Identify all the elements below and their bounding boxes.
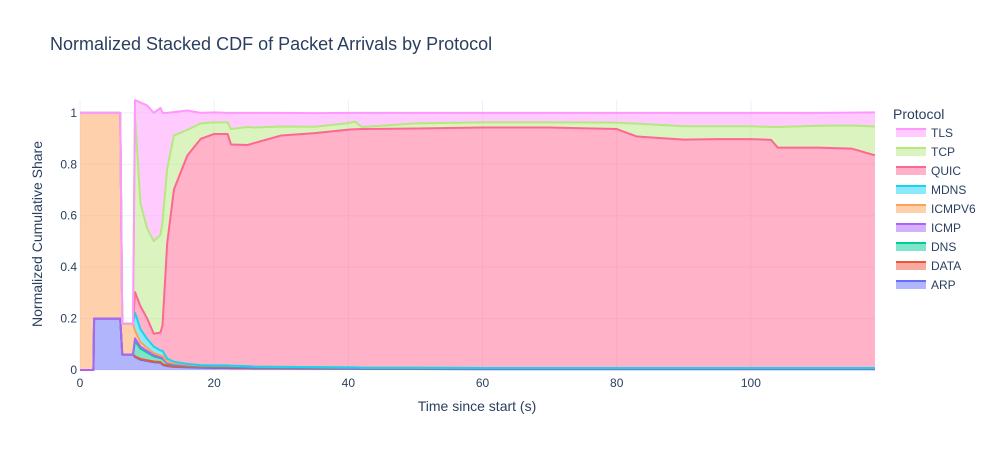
x-tick-label: 40 [342,376,356,390]
line-mdns[interactable] [80,111,875,369]
legend-item-data[interactable]: DATA [896,259,961,273]
y-axis-label: Normalized Cumulative Share [29,141,45,327]
legend-label: DATA [931,259,961,273]
legend-label: MDNS [931,183,966,197]
x-tick-label: 20 [207,376,221,390]
legend-swatch [896,167,926,175]
legend-item-tcp[interactable]: TCP [896,145,955,159]
legend-swatch [896,262,926,270]
x-tick-label: 80 [610,376,624,390]
area-tcp[interactable] [80,112,875,334]
legend-label: TCP [931,145,955,159]
y-tick-label: 0.8 [60,157,77,171]
legend-label: TLS [931,126,953,140]
legend-item-mdns[interactable]: MDNS [896,183,966,197]
legend-swatch [896,205,926,213]
line-quic[interactable] [80,111,876,335]
legend[interactable]: Protocol TLS TCP QUIC MDNS ICMPV6 ICMP DNS DATA… [893,106,976,292]
legend-item-arp[interactable]: ARP [896,278,956,292]
line-tcp[interactable] [80,111,876,325]
legend-label: DNS [931,240,956,254]
x-tick-label: 100 [741,376,761,390]
y-tick-label: 0.2 [60,312,77,326]
legend-swatch [896,224,926,232]
legend-title: Protocol [893,106,944,122]
x-tick-label: 60 [476,376,490,390]
y-tick-label: 0 [70,363,77,377]
x-axis-ticks: 0 20 40 60 80 100 [77,376,762,390]
legend-item-tls[interactable]: TLS [896,126,953,140]
y-tick-label: 0.6 [60,209,77,223]
legend-swatch [896,243,926,251]
y-tick-label: 0.4 [60,260,77,274]
legend-swatch [896,281,926,289]
legend-swatch [896,186,926,194]
series-areas[interactable] [80,99,876,371]
area-quic[interactable] [80,112,875,368]
legend-item-quic[interactable]: QUIC [896,164,961,178]
legend-swatch [896,129,926,137]
x-tick-label: 0 [77,376,84,390]
y-axis-ticks: 0 0.2 0.4 0.6 0.8 1 [60,106,77,377]
area-tls[interactable] [80,100,875,324]
line-tls[interactable] [80,99,876,325]
x-axis-label: Time since start (s) [418,398,537,414]
legend-label: ICMPV6 [931,202,976,216]
legend-item-icmp[interactable]: ICMP [896,221,961,235]
legend-swatch [896,148,926,156]
legend-item-icmpv6[interactable]: ICMPV6 [896,202,976,216]
area-arp[interactable] [80,318,875,370]
legend-label: QUIC [931,164,961,178]
legend-label: ICMP [931,221,961,235]
y-tick-label: 1 [70,106,77,120]
chart-title: Normalized Stacked CDF of Packet Arrival… [50,34,492,54]
legend-label: ARP [931,278,956,292]
legend-item-dns[interactable]: DNS [896,240,956,254]
